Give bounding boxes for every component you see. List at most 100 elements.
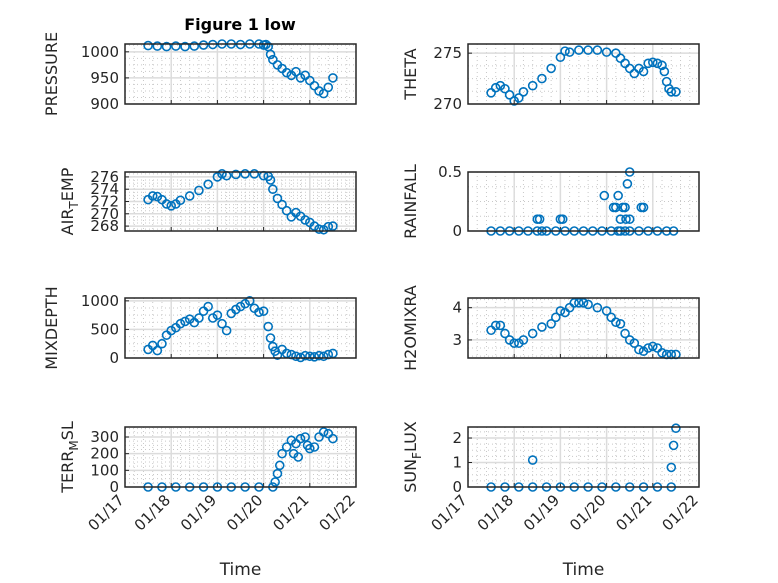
data-point bbox=[198, 40, 209, 50]
plot-area bbox=[468, 427, 699, 487]
y-axis-label: MIXDEPTH bbox=[42, 286, 61, 369]
data-point bbox=[490, 82, 501, 93]
y-axis-label: RAINFALL bbox=[401, 164, 420, 239]
data-point bbox=[180, 316, 190, 327]
data-point bbox=[601, 47, 612, 57]
data-point bbox=[217, 169, 227, 179]
y-tick-label: 0 bbox=[452, 478, 462, 496]
data-point bbox=[638, 66, 649, 77]
plot-area bbox=[125, 298, 356, 358]
x-tick-label: 01/21 bbox=[269, 491, 312, 534]
data-point bbox=[152, 345, 163, 356]
data-point bbox=[328, 221, 338, 231]
data-point bbox=[615, 319, 626, 329]
data-point bbox=[527, 455, 538, 465]
y-tick-label: 0 bbox=[109, 478, 119, 496]
y-tick-label: 4 bbox=[452, 299, 462, 317]
y-tick-label: 0 bbox=[109, 349, 119, 367]
data-point bbox=[514, 93, 524, 103]
data-point bbox=[583, 299, 593, 310]
data-point bbox=[504, 90, 515, 100]
axes-box bbox=[124, 171, 357, 232]
data-point bbox=[314, 224, 324, 234]
data-point bbox=[277, 199, 287, 210]
data-point bbox=[518, 86, 529, 97]
x-tick-label: 01/20 bbox=[223, 491, 266, 534]
x-axis-label: Time bbox=[562, 560, 605, 580]
data-point bbox=[300, 215, 310, 225]
data-point bbox=[534, 214, 545, 224]
data-point bbox=[578, 298, 589, 308]
data-point bbox=[518, 335, 529, 345]
data-point bbox=[611, 202, 621, 213]
data-point bbox=[643, 343, 653, 353]
data-point bbox=[309, 352, 320, 362]
data-point bbox=[555, 52, 566, 63]
data-point bbox=[268, 341, 278, 352]
data-point bbox=[314, 350, 324, 361]
data-point bbox=[270, 477, 280, 487]
y-tick-label: 270 bbox=[433, 95, 462, 113]
x-tick-label: 01/17 bbox=[428, 491, 471, 534]
data-point bbox=[569, 298, 580, 308]
axes-box bbox=[124, 426, 357, 488]
data-point bbox=[323, 82, 334, 93]
data-point bbox=[166, 201, 176, 211]
data-point bbox=[574, 45, 584, 55]
data-point bbox=[328, 433, 338, 444]
data-point bbox=[599, 190, 610, 201]
data-point bbox=[509, 338, 520, 348]
data-point bbox=[240, 169, 250, 179]
data-point bbox=[537, 73, 547, 84]
subplot-h2omixra: 3 4 H2OMIXRA bbox=[401, 285, 700, 371]
y-axis-label: SUNFLUX bbox=[401, 421, 424, 493]
y-tick-label: 0 bbox=[452, 222, 462, 240]
y-tick-label: 950 bbox=[90, 69, 119, 87]
data-point bbox=[643, 58, 653, 69]
axes-box bbox=[467, 171, 700, 232]
data-point bbox=[500, 328, 510, 339]
data-point bbox=[601, 306, 612, 316]
y-axis-label: THETA bbox=[401, 48, 420, 100]
x-tick-label: 01/18 bbox=[474, 491, 517, 534]
y-axis-label: AIRTEMP bbox=[58, 167, 81, 235]
data-point bbox=[624, 214, 635, 224]
y-tick-label: 500 bbox=[90, 320, 119, 338]
y-tick-label: 274 bbox=[90, 180, 119, 198]
data-point bbox=[495, 320, 506, 331]
data-point bbox=[304, 443, 315, 454]
subplot-pressure: 900 950 1000 PRESSURE bbox=[42, 32, 357, 116]
data-point bbox=[161, 41, 172, 52]
data-point bbox=[621, 214, 631, 224]
data-point bbox=[629, 338, 640, 348]
data-point bbox=[217, 318, 227, 329]
data-point bbox=[272, 350, 283, 360]
data-point bbox=[152, 41, 163, 51]
data-point bbox=[611, 317, 621, 327]
y-tick-label: 272 bbox=[90, 193, 119, 211]
data-point bbox=[194, 313, 204, 323]
data-point bbox=[500, 83, 510, 94]
data-point bbox=[634, 344, 644, 355]
data-point bbox=[328, 73, 338, 83]
y-tick-label: 200 bbox=[90, 445, 119, 463]
data-point bbox=[254, 307, 264, 318]
y-tick-label: 2 bbox=[452, 429, 462, 447]
data-point bbox=[147, 191, 158, 201]
data-point bbox=[574, 298, 584, 308]
subplot-rainfall: 0 0.5 RAINFALL bbox=[401, 163, 700, 240]
y-tick-label: 900 bbox=[90, 95, 119, 113]
data-point bbox=[281, 205, 292, 216]
data-point bbox=[272, 193, 283, 204]
data-point bbox=[265, 175, 276, 185]
data-point bbox=[268, 184, 278, 195]
x-tick-label: 01/19 bbox=[177, 491, 220, 534]
data-point bbox=[274, 460, 285, 471]
data-point bbox=[300, 350, 310, 361]
x-tick-label: 01/17 bbox=[85, 491, 128, 534]
data-point bbox=[546, 63, 556, 74]
